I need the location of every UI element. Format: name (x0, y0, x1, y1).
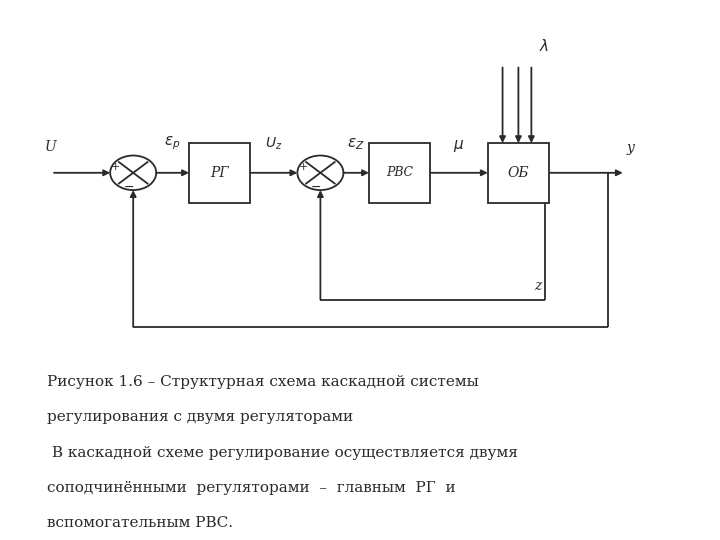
Text: y: y (626, 141, 634, 155)
Text: −: − (123, 181, 134, 194)
Text: вспомогательным РВС.: вспомогательным РВС. (47, 516, 233, 530)
FancyBboxPatch shape (488, 143, 549, 202)
Text: $\mu$: $\mu$ (454, 138, 464, 154)
Text: регулирования с двумя регуляторами: регулирования с двумя регуляторами (47, 410, 353, 424)
Text: $\varepsilon_Z$: $\varepsilon_Z$ (347, 137, 365, 152)
Text: ОБ: ОБ (508, 166, 529, 180)
Text: +: + (298, 162, 308, 172)
Text: −: − (310, 181, 321, 194)
Text: U: U (45, 140, 56, 154)
Text: z: z (534, 279, 542, 293)
FancyBboxPatch shape (189, 143, 251, 202)
Text: РВС: РВС (386, 166, 413, 179)
Text: В каскадной схеме регулирование осуществляется двумя: В каскадной схеме регулирование осуществ… (47, 446, 518, 460)
Text: РГ: РГ (210, 166, 229, 180)
Text: $U_z$: $U_z$ (265, 136, 282, 152)
Text: $\lambda$: $\lambda$ (539, 38, 549, 54)
Text: Рисунок 1.6 – Структурная схема каскадной системы: Рисунок 1.6 – Структурная схема каскадно… (47, 375, 479, 389)
Text: +: + (111, 162, 121, 172)
Text: соподчинёнными  регуляторами  –  главным  РГ  и: соподчинёнными регуляторами – главным РГ… (47, 481, 456, 495)
Text: $\varepsilon_p$: $\varepsilon_p$ (164, 134, 181, 152)
FancyBboxPatch shape (369, 143, 431, 202)
